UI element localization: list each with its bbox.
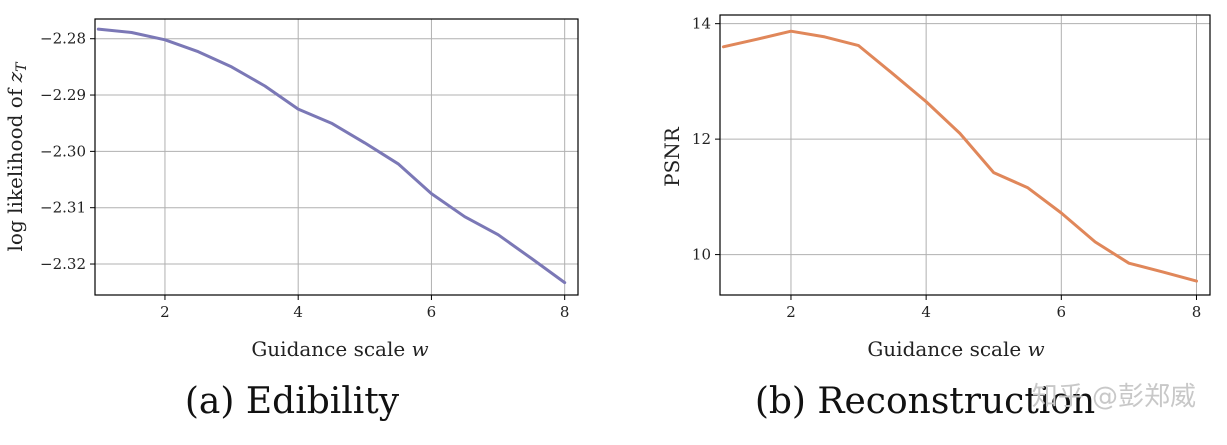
x-tick-label: 6 bbox=[1057, 303, 1067, 321]
series-line bbox=[96, 27, 567, 285]
x-tick-label: 2 bbox=[786, 303, 796, 321]
tick-labels: 2 4 6 8 10 12 14 bbox=[692, 15, 1201, 321]
series-line bbox=[721, 29, 1198, 283]
y-tick-label: −2.28 bbox=[40, 30, 86, 48]
watermark: 知乎 @彭郑威 bbox=[1032, 382, 1196, 412]
grid bbox=[95, 19, 578, 295]
y-tick-label: 14 bbox=[692, 15, 711, 33]
chart-panel-reconstruction: 2 4 6 8 10 12 14 Guidance scale w PSNR (b) Rec… bbox=[660, 14, 1211, 422]
caption-b: (b) Reconstruction bbox=[755, 381, 1095, 422]
y-tick-label: −2.30 bbox=[40, 142, 86, 160]
x-axis-label: Guidance scale w bbox=[251, 337, 428, 361]
y-tick-label: −2.29 bbox=[40, 86, 86, 104]
y-tick-label: 10 bbox=[692, 246, 711, 264]
y-axis-label: log likelihood of zT bbox=[3, 61, 30, 252]
x-tick-label: 2 bbox=[160, 303, 170, 321]
x-axis-label: Guidance scale w bbox=[867, 337, 1044, 361]
y-tick-label: −2.32 bbox=[40, 255, 86, 273]
grid bbox=[720, 15, 1210, 295]
x-tick-label: 8 bbox=[560, 303, 570, 321]
tick-labels: 2 4 6 8 −2.28 −2.29 −2.30 −2.31 −2.32 bbox=[40, 30, 569, 321]
x-tick-label: 4 bbox=[921, 303, 931, 321]
y-axis-label: PSNR bbox=[660, 126, 684, 187]
x-tick-label: 4 bbox=[293, 303, 303, 321]
plot-frame bbox=[719, 14, 1211, 296]
y-tick-label: −2.31 bbox=[40, 199, 86, 217]
x-tick-label: 6 bbox=[427, 303, 437, 321]
y-tick-label: 12 bbox=[692, 130, 711, 148]
x-tick-label: 8 bbox=[1192, 303, 1202, 321]
chart-panel-edibility: 2 4 6 8 −2.28 −2.29 −2.30 −2.31 −2.32 Guidance s… bbox=[3, 18, 579, 422]
caption-a: (a) Edibility bbox=[185, 381, 400, 422]
plot-frame bbox=[94, 18, 579, 296]
